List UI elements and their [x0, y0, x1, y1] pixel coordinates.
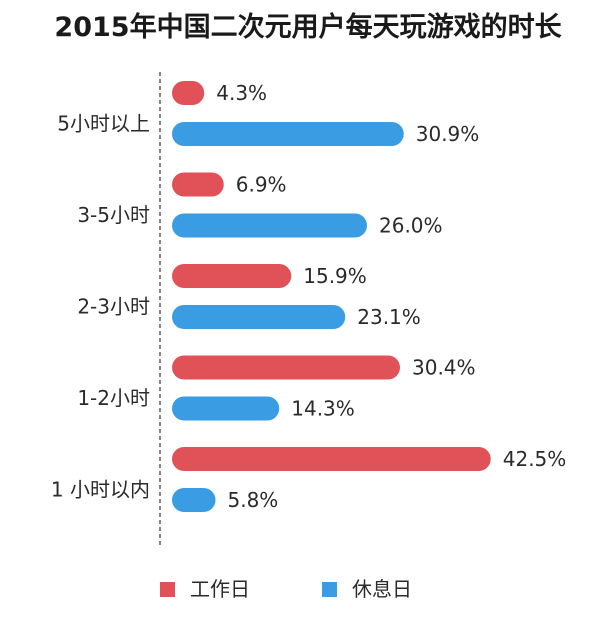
bar-restday: [172, 305, 346, 329]
data-label: 4.3%: [216, 81, 267, 105]
bar-workday: [172, 81, 205, 105]
bar-restday: [172, 488, 216, 512]
data-label: 30.4%: [412, 356, 476, 380]
data-label: 23.1%: [357, 305, 421, 329]
bar-restday: [172, 213, 367, 238]
category-label: 1 小时以内: [51, 478, 150, 502]
category-label: 1-2小时: [77, 386, 150, 410]
legend: 工作日 休息日: [160, 577, 412, 601]
data-label: 15.9%: [303, 264, 367, 288]
legend-label: 工作日: [190, 577, 250, 601]
bar-restday: [172, 396, 280, 421]
legend-label: 休息日: [352, 577, 412, 601]
bars-layer: [172, 81, 491, 512]
data-label: 42.5%: [503, 447, 567, 471]
bar-workday: [172, 172, 224, 197]
category-label: 5小时以上: [57, 112, 150, 136]
chart-title: 2015年中国二次元用户每天玩游戏的时长: [54, 11, 562, 43]
bar-workday: [172, 447, 491, 471]
bar-workday: [172, 264, 292, 288]
data-label: 6.9%: [236, 173, 287, 197]
category-label: 2-3小时: [77, 295, 150, 319]
labels-layer: 5小时以上 4.3% 30.9% 3-5小时 6.9% 26.0% 2-3小时 15.9% 23…: [51, 81, 566, 512]
bar-workday: [172, 355, 400, 380]
data-label: 30.9%: [416, 122, 480, 146]
category-label: 3-5小时: [77, 203, 150, 227]
legend-swatch: [322, 582, 337, 597]
data-label: 26.0%: [379, 214, 443, 238]
bar-restday: [172, 122, 404, 146]
data-label: 5.8%: [228, 488, 279, 512]
legend-swatch: [160, 582, 175, 597]
data-label: 14.3%: [291, 397, 355, 421]
